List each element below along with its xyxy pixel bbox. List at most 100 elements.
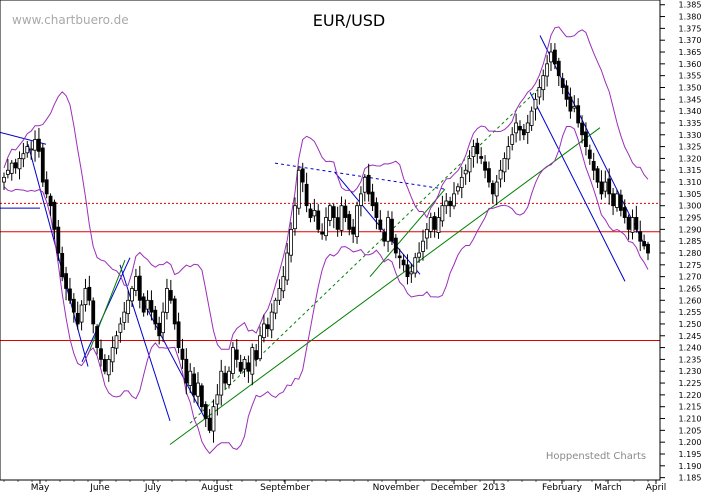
price-bar-body xyxy=(533,98,538,110)
y-tick-label: 1.215 xyxy=(679,403,702,412)
price-bar-body xyxy=(646,243,650,254)
price-bar xyxy=(250,343,255,386)
price-bar xyxy=(630,209,635,240)
price-bar xyxy=(230,342,235,380)
price-bar-body xyxy=(529,110,534,126)
price-bar-body xyxy=(521,129,526,136)
y-tick-label: 1.295 xyxy=(679,214,702,223)
price-bar xyxy=(529,106,534,131)
price-bar xyxy=(134,268,138,297)
price-bar xyxy=(118,317,123,343)
chart-watermark: www.chartbuero.de xyxy=(12,13,129,27)
price-bar-body xyxy=(83,288,88,306)
y-tick-label: 1.265 xyxy=(679,284,702,293)
price-bar-body xyxy=(25,146,30,154)
price-bar-body xyxy=(21,153,26,160)
price-bar-body xyxy=(149,300,154,313)
price-bar-body xyxy=(68,288,72,301)
price-bar xyxy=(269,303,274,339)
y-tick-label: 1.230 xyxy=(679,367,702,376)
price-bar-body xyxy=(611,193,615,207)
price-bar xyxy=(483,155,487,179)
price-bar xyxy=(622,199,627,224)
price-bar xyxy=(405,254,410,285)
price-bar xyxy=(599,170,604,200)
price-bar xyxy=(87,275,92,306)
price-bar xyxy=(168,279,173,304)
price-bar-body xyxy=(157,322,162,337)
y-tick-label: 1.285 xyxy=(679,237,702,246)
price-bar xyxy=(343,199,348,223)
price-bar xyxy=(149,290,154,321)
price-bar-body xyxy=(572,106,577,109)
bollinger-lower-band xyxy=(3,126,649,455)
price-bar-body xyxy=(436,217,441,233)
price-bar xyxy=(552,43,557,70)
price-bar-body xyxy=(56,226,61,254)
price-bar-body xyxy=(308,208,313,218)
price-bar xyxy=(537,79,542,105)
price-bar xyxy=(126,290,131,323)
price-bar-body xyxy=(44,179,49,195)
price-bar xyxy=(471,139,476,168)
price-bar-body xyxy=(188,370,193,386)
y-tick-label: 1.330 xyxy=(679,131,702,140)
y-tick-label: 1.200 xyxy=(679,438,702,447)
y-tick-label: 1.245 xyxy=(679,332,702,341)
y-tick-label: 1.365 xyxy=(679,48,702,57)
y-tick-label: 1.360 xyxy=(679,60,702,69)
price-bar xyxy=(176,312,181,354)
price-bar xyxy=(479,147,484,165)
price-bar xyxy=(595,165,600,188)
price-bar xyxy=(448,196,453,218)
price-bar-body xyxy=(52,201,57,230)
price-bar-body xyxy=(599,181,604,195)
price-bar xyxy=(262,314,266,343)
y-tick-label: 1.235 xyxy=(679,355,702,364)
price-bar-body xyxy=(463,169,468,175)
price-bar-body xyxy=(343,205,348,218)
price-bar-body xyxy=(312,210,317,217)
price-bar-body xyxy=(296,169,301,209)
price-bar-body xyxy=(48,195,53,207)
x-tick-label: June xyxy=(89,483,110,492)
trendline-green xyxy=(169,127,601,445)
price-bar-body xyxy=(622,207,627,218)
price-bar-body xyxy=(638,231,643,242)
price-bar xyxy=(238,354,243,374)
price-bar xyxy=(56,220,61,261)
price-bar-body xyxy=(444,200,449,207)
trendline-green xyxy=(87,259,126,355)
price-bar xyxy=(436,207,441,239)
y-tick-label: 1.305 xyxy=(679,190,702,199)
price-bar xyxy=(386,210,390,252)
price-bar-body xyxy=(386,217,390,242)
price-bar xyxy=(452,182,456,210)
price-bar xyxy=(533,93,538,121)
price-bar xyxy=(568,87,573,119)
price-bar xyxy=(440,195,445,227)
price-bar xyxy=(17,151,22,180)
price-bar xyxy=(401,254,406,272)
price-bar xyxy=(33,130,37,162)
price-bar-body xyxy=(192,373,196,396)
price-bar xyxy=(106,355,111,382)
y-tick-label: 1.370 xyxy=(679,36,702,45)
price-bar-body xyxy=(5,169,10,175)
price-bar xyxy=(490,180,495,204)
price-bar-body xyxy=(471,146,476,157)
price-bar-body xyxy=(184,358,189,384)
price-bar-body xyxy=(490,183,495,195)
price-bar xyxy=(541,69,546,101)
x-tick-label: May xyxy=(31,483,50,492)
price-bar xyxy=(137,266,142,309)
price-bar xyxy=(475,138,480,164)
price-bar-body xyxy=(211,406,216,432)
price-bar xyxy=(549,43,553,72)
price-bar xyxy=(184,348,189,395)
price-bar-body xyxy=(584,131,588,148)
price-bar-body xyxy=(591,160,596,171)
y-tick-label: 1.240 xyxy=(679,344,702,353)
price-bar-body xyxy=(510,134,515,145)
